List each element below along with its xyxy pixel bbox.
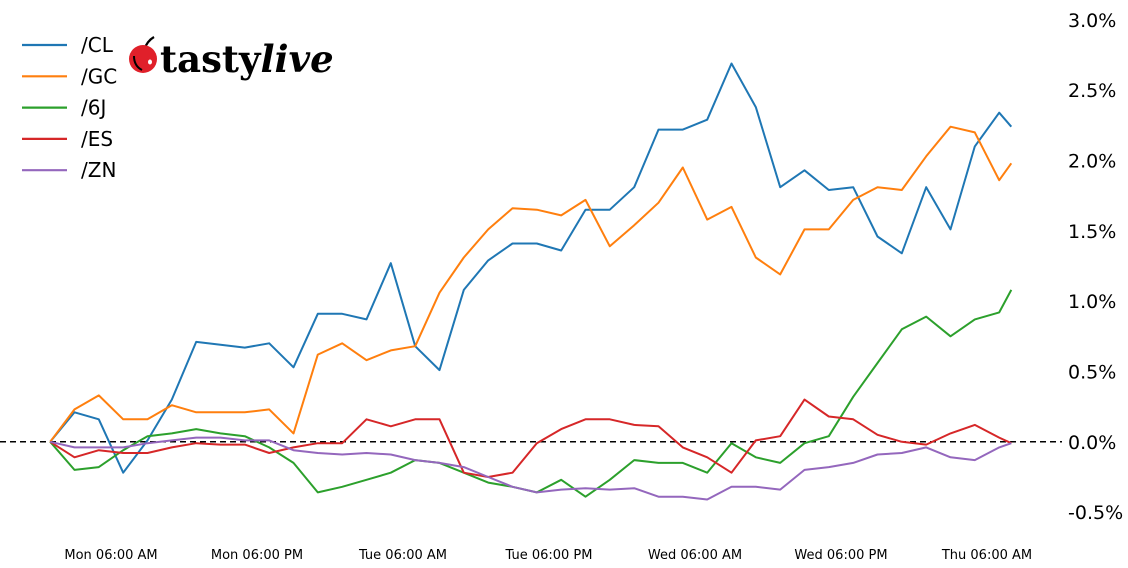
- y-axis-ticks: 3.0% 2.5% 2.0% 1.5% 1.0% 0.5% 0.0% -0.5%: [1068, 10, 1123, 524]
- legend-item: /ZN: [22, 158, 116, 182]
- x-tick-label: Thu 06:00 AM: [941, 548, 1032, 563]
- series-line-cl: [49, 62, 1013, 474]
- logo-text: tastylive: [160, 37, 334, 81]
- series-line-6j: [49, 289, 1013, 498]
- y-tick-label: 2.0%: [1068, 151, 1116, 173]
- series-line-es: [49, 398, 1012, 478]
- y-tick-label: 0.5%: [1068, 361, 1116, 383]
- legend: /CL/GC/6J/ES/ZN: [22, 33, 117, 182]
- series-line-gc: [49, 125, 1013, 443]
- x-tick-label: Mon 06:00 PM: [211, 548, 303, 563]
- x-axis-ticks: Mon 06:00 AM Mon 06:00 PM Tue 06:00 AM Tue …: [64, 548, 1032, 563]
- x-tick-label: Tue 06:00 PM: [505, 548, 593, 563]
- y-tick-label: 1.5%: [1068, 221, 1116, 243]
- legend-label: /CL: [81, 33, 114, 57]
- legend-item: /GC: [22, 64, 117, 88]
- series-line-zn: [49, 436, 1012, 501]
- legend-label: /GC: [81, 64, 117, 88]
- x-tick-label: Wed 06:00 AM: [648, 548, 742, 563]
- y-tick-label: 2.5%: [1068, 80, 1116, 102]
- legend-item: /6J: [22, 96, 106, 120]
- x-tick-label: Mon 06:00 AM: [64, 548, 157, 563]
- y-tick-label: 1.0%: [1068, 291, 1116, 313]
- y-tick-label: 0.0%: [1068, 432, 1116, 454]
- x-tick-label: Tue 06:00 AM: [358, 548, 447, 563]
- series-layer: [49, 62, 1013, 501]
- legend-item: /ES: [22, 127, 113, 151]
- tastylive-logo: tastylive: [129, 36, 334, 81]
- x-tick-label: Wed 06:00 PM: [794, 548, 887, 563]
- cherry-icon: [129, 36, 157, 73]
- legend-item: /CL: [22, 33, 114, 57]
- legend-label: /ES: [81, 127, 113, 151]
- y-tick-label: 3.0%: [1068, 10, 1116, 32]
- legend-label: /ZN: [81, 158, 116, 182]
- legend-label: /6J: [81, 96, 106, 120]
- y-tick-label: -0.5%: [1068, 502, 1123, 524]
